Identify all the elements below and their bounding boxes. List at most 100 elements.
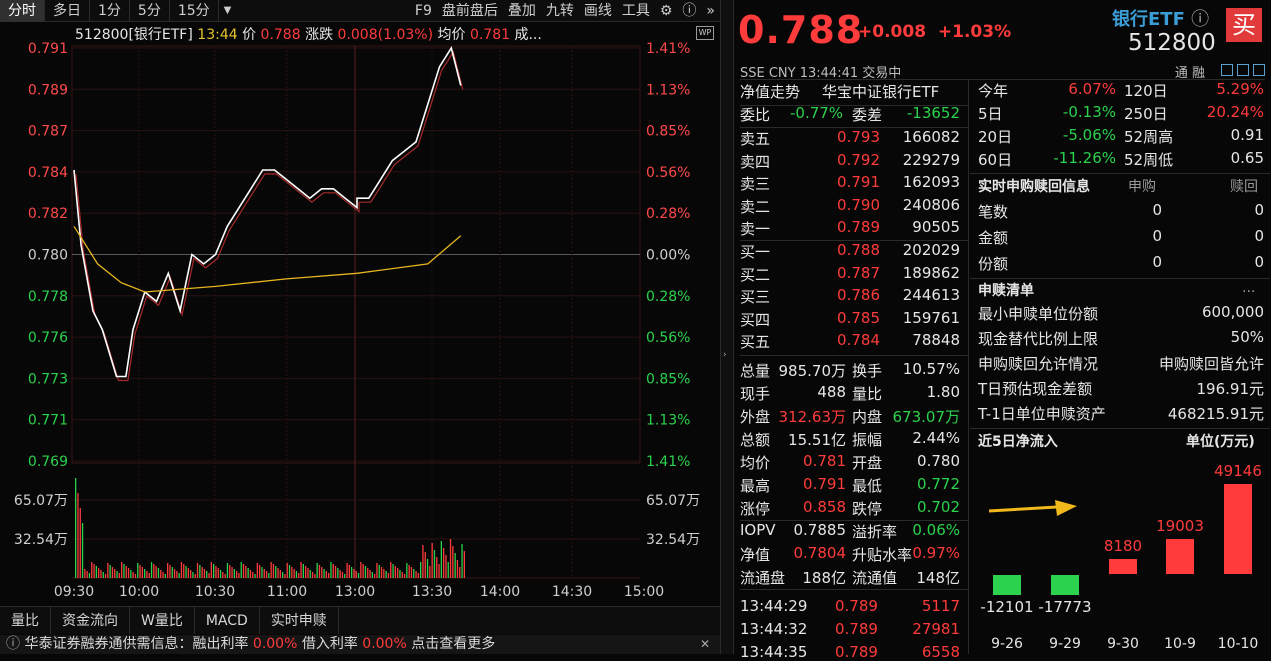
- wp-icon[interactable]: WP: [696, 26, 714, 40]
- volume-bar: [153, 564, 155, 578]
- order-volume: 189862: [902, 263, 960, 282]
- ticker-link[interactable]: 点击查看更多: [411, 636, 496, 652]
- perf-value: 0.65: [1230, 149, 1264, 167]
- intraday-chart[interactable]: 65.07万 32.54万 65.07万 32.54万 0.791 1.41% 0.789…: [0, 22, 720, 604]
- volume-bar: [167, 563, 169, 578]
- stat-value: 0.7885: [793, 521, 847, 539]
- price-change: +0.008 +1.03%: [858, 22, 1011, 42]
- news-ticker[interactable]: ⓘ 华泰证券融券通供需信息：融出利率 0.00% 借入利率 0.00% 点击查看…: [0, 635, 720, 654]
- tools-button[interactable]: 工具: [621, 2, 650, 19]
- trade-time: 13:44:35: [740, 643, 808, 661]
- stat-value: 1.80: [926, 383, 960, 401]
- stat-value: 673.07万: [892, 408, 961, 426]
- nine-turn-button[interactable]: 九转: [545, 2, 574, 19]
- expand-arrow-icon[interactable]: ›: [723, 350, 727, 360]
- volume-bar: [341, 572, 344, 578]
- perf-label: 20日: [978, 128, 1013, 146]
- overlay-button[interactable]: 叠加: [507, 2, 536, 19]
- change-label: 涨跌: [305, 27, 334, 43]
- flow-date: 9-29: [1049, 636, 1081, 652]
- volume-bar: [176, 571, 178, 578]
- weibi-label: 委比: [740, 106, 771, 124]
- ticker-rate2: 0.00%: [362, 636, 407, 652]
- info-icon[interactable]: ⓘ: [1191, 9, 1210, 30]
- volume-bar: [171, 567, 173, 578]
- perf-value: -0.13%: [1062, 103, 1116, 121]
- tab-15min[interactable]: 15分: [170, 0, 219, 22]
- subred-title: 实时申购赎回信息: [978, 179, 1090, 195]
- trade-price: 0.789: [835, 620, 878, 638]
- period-dropdown-icon[interactable]: ▼: [223, 4, 232, 16]
- meta-flags: 通 融: [1174, 66, 1205, 81]
- volume-bar: [222, 572, 224, 578]
- order-price: 0.793: [837, 128, 880, 146]
- volume-bar: [268, 573, 270, 578]
- tab-volume-ratio[interactable]: 量比: [0, 607, 51, 634]
- close-icon[interactable]: ✕: [700, 637, 711, 651]
- window-icon[interactable]: [1237, 64, 1249, 76]
- stat-label: 现手: [740, 385, 771, 403]
- flow-value: 19003: [1156, 517, 1204, 536]
- volume-bar: [81, 523, 84, 578]
- price-label: 价: [242, 27, 257, 43]
- volume-bar: [353, 569, 355, 578]
- help-icon[interactable]: ⓘ: [682, 2, 697, 19]
- volume-bar: [272, 564, 275, 578]
- volume-bar: [157, 568, 160, 578]
- order-volume: 162093: [902, 173, 960, 192]
- list-more[interactable]: ...: [1242, 280, 1256, 296]
- tab-w-ratio[interactable]: W量比: [130, 607, 195, 634]
- stat-label: 换手: [852, 362, 883, 380]
- volume-bar: [332, 564, 334, 578]
- list-value: 600,000: [1201, 303, 1264, 321]
- list-value: 196.91元: [1196, 380, 1265, 398]
- volume-bar: [104, 574, 107, 578]
- volume-bar: [390, 562, 392, 578]
- edit-icon[interactable]: [1221, 64, 1233, 76]
- volume-bar: [111, 567, 114, 578]
- buy-button[interactable]: 买: [1226, 8, 1262, 42]
- draw-button[interactable]: 画线: [583, 2, 612, 19]
- perf-value: 0.91: [1230, 126, 1264, 144]
- stat-value: 188亿: [802, 569, 846, 587]
- volume-bar: [325, 571, 327, 578]
- prepost-button[interactable]: 盘前盘后: [441, 2, 498, 19]
- layout-icon[interactable]: [1253, 64, 1265, 76]
- volume-bar: [95, 566, 97, 578]
- volume-bar: [178, 573, 180, 578]
- f9-button[interactable]: F9: [414, 2, 432, 19]
- order-price: 0.784: [837, 331, 880, 350]
- collapse-icon[interactable]: »: [706, 2, 715, 19]
- tab-macd[interactable]: MACD: [195, 607, 260, 634]
- tab-1min[interactable]: 1分: [90, 0, 130, 22]
- order-volume: 90505: [912, 218, 960, 237]
- separator: [740, 105, 968, 106]
- volume-bar: [203, 569, 206, 578]
- tab-intraday[interactable]: 分时: [0, 0, 45, 22]
- volume-bar: [277, 568, 279, 578]
- tab-realtime-redeem[interactable]: 实时申赎: [260, 607, 339, 634]
- tab-5min[interactable]: 5分: [130, 0, 170, 22]
- chart-toolbar: 分时 多日 1分 5分 15分 ▼ F9 盘前盘后 叠加 九转 画线 工具 ⚙ …: [0, 0, 720, 22]
- y-tick-right: 1.13%: [646, 82, 690, 98]
- y-tick-left: 0.771: [28, 413, 68, 429]
- tab-fund-flow[interactable]: 资金流向: [51, 607, 130, 634]
- avg-value: 0.781: [469, 27, 511, 43]
- y-tick-right: 0.00%: [646, 248, 690, 264]
- gear-icon[interactable]: ⚙: [659, 2, 673, 19]
- panel-divider[interactable]: ›: [720, 0, 734, 654]
- price-line: [73, 45, 462, 378]
- avg-label: 均价: [437, 27, 466, 43]
- nav-trend-label[interactable]: 净值走势: [740, 83, 801, 101]
- volume-bar: [348, 565, 350, 578]
- volume-bar: [282, 572, 284, 578]
- volume-bar: [208, 573, 210, 578]
- flow-value: 8180: [1103, 537, 1143, 556]
- volume-bar: [318, 565, 321, 578]
- volume-bar: [245, 566, 247, 578]
- perf-label: 52周低: [1124, 151, 1174, 169]
- stat-label: 流通值: [852, 569, 898, 587]
- volume-bar: [190, 570, 192, 578]
- tab-multiday[interactable]: 多日: [45, 0, 90, 22]
- stat-label: 外盘: [740, 408, 771, 426]
